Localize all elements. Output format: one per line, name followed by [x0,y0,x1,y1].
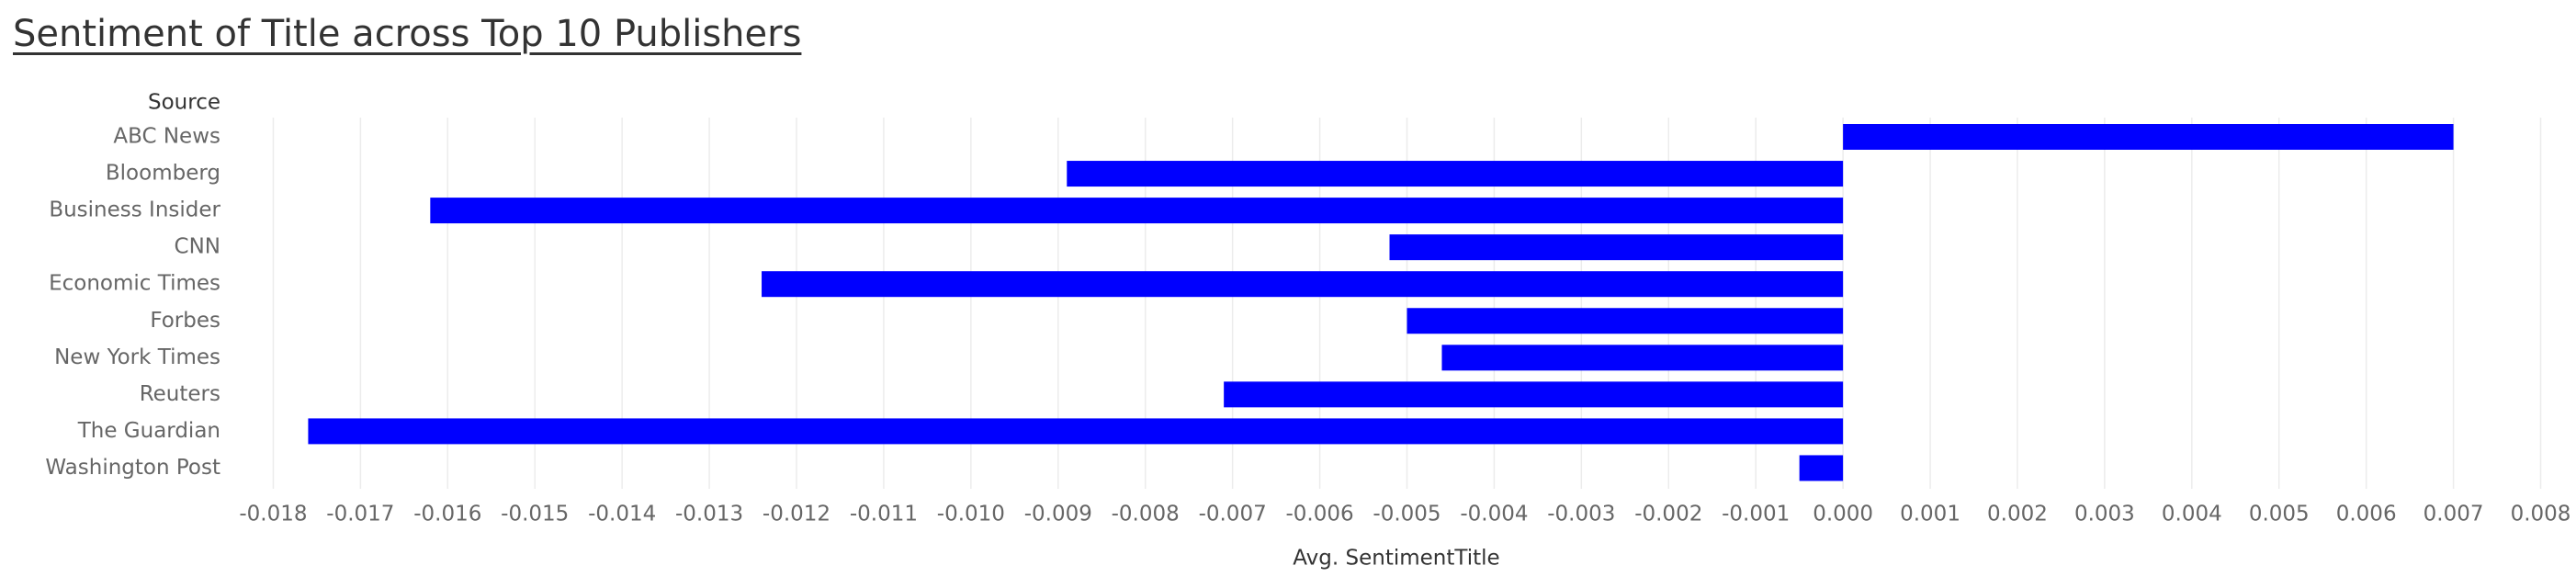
x-tick-label: -0.011 [850,503,918,526]
category-label: Forbes [150,309,220,333]
bar [1407,308,1844,334]
x-tick-label: -0.012 [763,503,830,526]
x-tick-label: -0.015 [501,503,569,526]
category-label: Washington Post [45,456,220,480]
x-tick-label: 0.005 [2249,503,2310,526]
x-tick-label: 0.003 [2074,503,2135,526]
bar [1843,124,2454,150]
x-tick-label: -0.010 [937,503,1005,526]
bar [430,198,1844,224]
x-tick-label: 0.001 [1900,503,1960,526]
x-tick-label: -0.003 [1547,503,1615,526]
category-label: New York Times [54,345,220,369]
x-tick-label: -0.018 [239,503,307,526]
row-header: Source [148,91,220,115]
x-tick-label: -0.001 [1722,503,1790,526]
x-tick-label: -0.004 [1460,503,1528,526]
x-tick-label: -0.009 [1024,503,1092,526]
x-tick-label: -0.017 [326,503,394,526]
x-tick-label: 0.006 [2336,503,2397,526]
x-tick-label: 0.008 [2511,503,2571,526]
bar [762,271,1844,298]
x-tick-label: -0.008 [1112,503,1180,526]
x-tick-label: 0.004 [2162,503,2222,526]
x-axis-title: Avg. SentimentTitle [1293,547,1499,571]
x-tick-label: -0.006 [1285,503,1353,526]
category-label: Economic Times [49,272,220,296]
x-tick-label: -0.013 [675,503,743,526]
bar [1224,381,1844,408]
x-tick-label: 0.000 [1813,503,1873,526]
bars [308,124,2454,481]
x-axis-ticks: -0.018 -0.017 -0.016 -0.015 -0.014 -0.013 -0.0… [239,503,2570,526]
bar [1067,161,1844,187]
category-label: CNN [175,235,220,259]
category-label: Reuters [140,382,220,406]
category-labels: ABC News Bloomberg Business Insider CNN Econ… [45,125,220,480]
category-label: ABC News [113,125,220,149]
x-tick-label: -0.005 [1373,503,1441,526]
bar [308,418,1844,445]
x-tick-label: -0.007 [1199,503,1267,526]
chart-title: Sentiment of Title across Top 10 Publish… [13,13,802,55]
x-tick-label: -0.002 [1634,503,1702,526]
x-tick-label: -0.014 [588,503,656,526]
category-label: The Guardian [77,419,220,443]
x-tick-label: -0.016 [413,503,481,526]
bar [1799,455,1844,481]
bar [1441,345,1844,371]
x-tick-label: 0.002 [1987,503,2048,526]
x-tick-label: 0.007 [2423,503,2484,526]
category-label: Bloomberg [106,162,220,186]
bar [1389,234,1844,261]
category-label: Business Insider [49,198,220,222]
